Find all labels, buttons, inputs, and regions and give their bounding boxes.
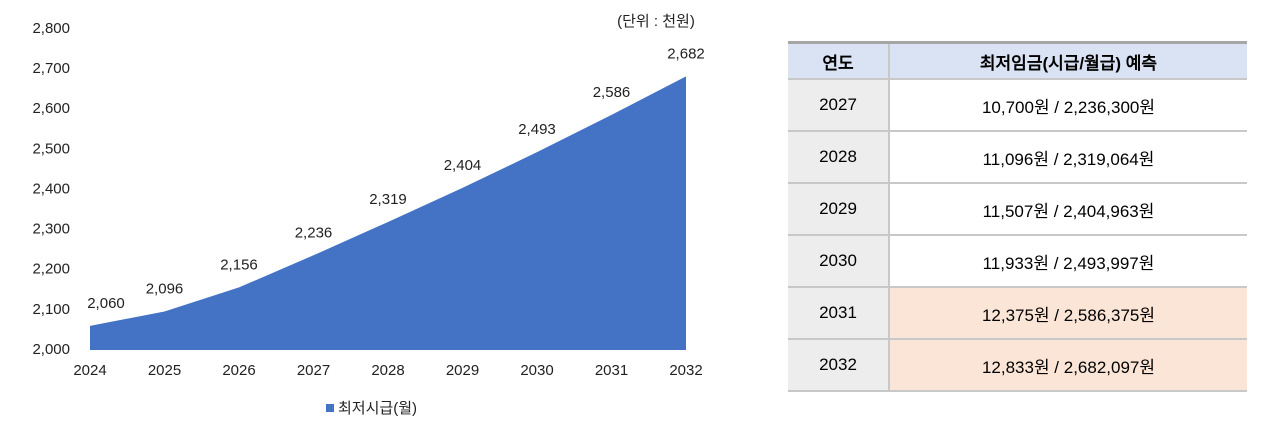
y-tick-label: 2,600 [32, 100, 70, 117]
forecast-table: 연도 최저임금(시급/월급) 예측 2027 10,700원 / 2,236,300원… [788, 41, 1247, 392]
data-label: 2,493 [518, 121, 556, 138]
wage-cell: 10,700원 / 2,236,300원 [889, 79, 1247, 132]
x-tick-label: 2029 [446, 362, 479, 379]
data-label: 2,319 [369, 191, 407, 208]
header-cell: 최저임금(시급/월급) 예측 [889, 41, 1247, 80]
data-label: 2,060 [87, 295, 125, 312]
x-tick-label: 2025 [148, 362, 181, 379]
y-tick-label: 2,800 [32, 20, 70, 37]
y-tick-label: 2,500 [32, 140, 70, 157]
data-label: 2,682 [667, 45, 705, 62]
year-cell: 2030 [788, 235, 890, 288]
wage-cell: 12,833원 / 2,682,097원 [889, 339, 1247, 392]
data-label: 2,096 [146, 280, 184, 297]
data-label: 2,156 [220, 256, 258, 273]
table-row: 2032 12,833원 / 2,682,097원 [788, 339, 1247, 392]
unit-note: (단위 : 천원) [617, 13, 695, 30]
table-row: 2030 11,933원 / 2,493,997원 [788, 235, 1247, 288]
y-tick-label: 2,400 [32, 180, 70, 197]
y-tick-label: 2,000 [32, 341, 70, 358]
data-label: 2,586 [593, 84, 631, 101]
header-row: 연도 최저임금(시급/월급) 예측 [788, 41, 1247, 80]
wage-cell: 11,507원 / 2,404,963원 [889, 183, 1247, 236]
y-tick-label: 2,200 [32, 261, 70, 278]
x-tick-label: 2031 [595, 362, 628, 379]
year-cell: 2028 [788, 131, 890, 184]
legend-swatch [326, 404, 334, 412]
data-label: 2,236 [295, 224, 333, 241]
year-cell: 2029 [788, 183, 890, 236]
x-tick-label: 2032 [669, 362, 702, 379]
y-tick-label: 2,300 [32, 221, 70, 238]
x-tick-label: 2026 [222, 362, 255, 379]
x-tick-label: 2028 [371, 362, 404, 379]
year-cell: 2032 [788, 339, 890, 392]
y-tick-label: 2,700 [32, 60, 70, 77]
data-label: 2,404 [444, 157, 482, 174]
legend-label: 최저시급(월) [338, 400, 417, 417]
wage-cell: 12,375원 / 2,586,375원 [889, 287, 1247, 340]
x-tick-label: 2030 [520, 362, 553, 379]
y-tick-label: 2,100 [32, 301, 70, 318]
table-row: 2029 11,507원 / 2,404,963원 [788, 183, 1247, 236]
area [90, 76, 686, 350]
table-row: 2028 11,096원 / 2,319,064원 [788, 131, 1247, 184]
chart: (단위 : 천원) 2,000 2,100 2,200 2,300 2,400 2,500… [32, 13, 705, 417]
x-tick-label: 2027 [297, 362, 330, 379]
year-cell: 2031 [788, 287, 890, 340]
year-cell: 2027 [788, 79, 890, 132]
table-row: 2031 12,375원 / 2,586,375원 [788, 287, 1247, 340]
header-cell: 연도 [788, 41, 890, 80]
x-tick-label: 2024 [73, 362, 106, 379]
wage-cell: 11,096원 / 2,319,064원 [889, 131, 1247, 184]
wage-cell: 11,933원 / 2,493,997원 [889, 235, 1247, 288]
table-row: 2027 10,700원 / 2,236,300원 [788, 79, 1247, 132]
